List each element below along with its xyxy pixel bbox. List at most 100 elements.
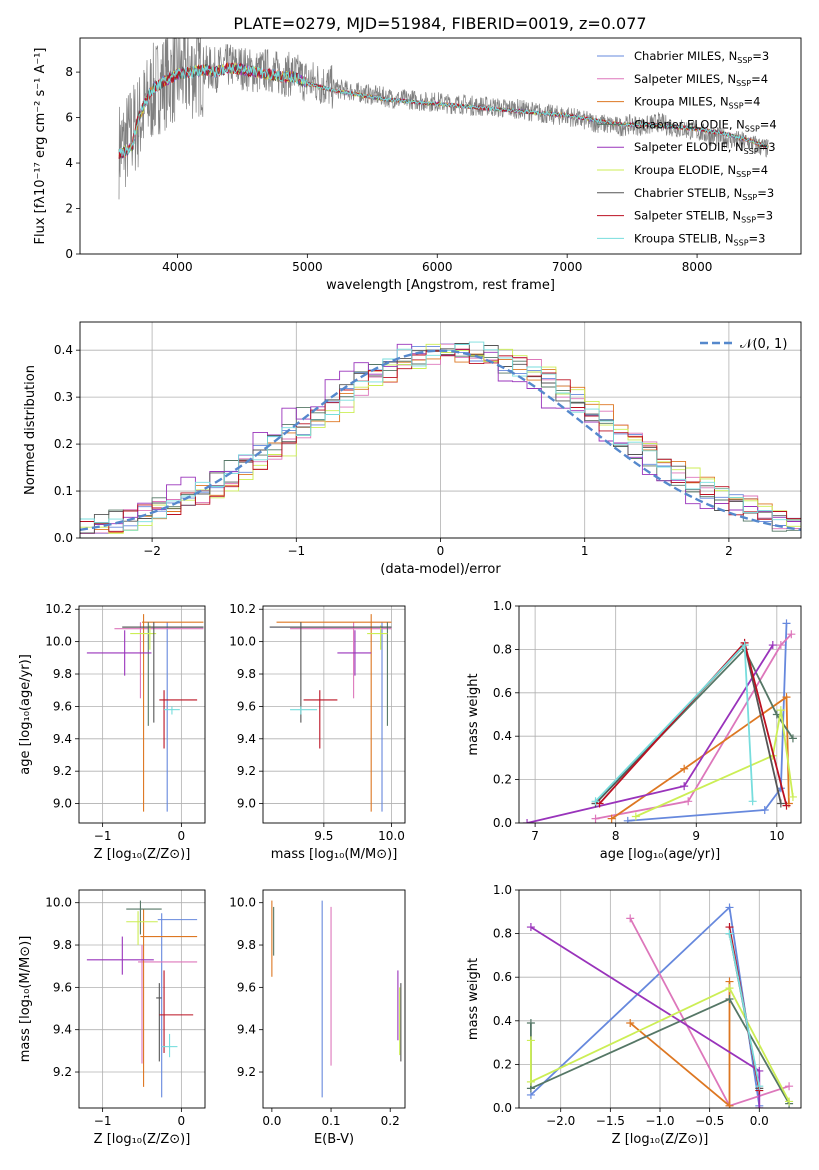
axes-frame [518,605,802,824]
axes-age_vs_mass: 9.5 10.0 9.0 9.2 9.4 9.6 9.8 10.0 10.2 mass [log₁… [229,602,406,862]
legend-label: Salpeter ELODIE, NSSP=3 [634,140,776,156]
axes-frame [78,605,206,824]
weight-marker [776,641,785,650]
figure-title: PLATE=0279, MJD=51984, FIBERID=0019, z=0… [233,14,646,33]
weight-marker [787,630,796,639]
weight-marker [740,641,749,650]
weight-line [530,986,790,1102]
axes-spectrum: 4000 5000 6000 7000 8000 0 2 4 6 8 wavelength [Ang… [33,37,802,293]
weight-marker [788,734,797,743]
weight-marker [776,706,785,715]
y-tick-label: 10.0 [229,635,256,649]
axes-frame [518,889,802,1109]
y-tick-label: 9.8 [53,667,72,681]
x-tick-label: 8000 [682,260,713,274]
x-tick-label: 0.0 [750,1114,769,1128]
y-tick-label: 1.0 [493,599,512,613]
y-tick-label: 4 [65,156,73,170]
legend-label: Salpeter MILES, NSSP=4 [634,72,768,88]
y-tick-label: 10.0 [229,896,256,910]
weight-marker [785,1097,794,1106]
y-tick-label: 0.0 [493,1101,512,1115]
y-tick-label: 10.2 [229,602,256,616]
x-tick-label: 9.5 [314,829,333,843]
y-tick-label: 1.0 [493,883,512,897]
x-tick-label: −0.5 [695,1114,724,1128]
y-axis-label: Flux [fλ10⁻¹⁷ erg cm⁻² s⁻¹ A⁻¹] [33,48,48,245]
y-tick-label: 8 [65,65,73,79]
plot-area-age_vs_mass [269,614,392,812]
weight-marker [523,819,532,823]
x-tick-label: 4000 [162,260,193,274]
y-tick-label: 2 [65,202,73,216]
x-tick-label: 7 [531,829,539,843]
x-tick-label: 0 [178,1114,186,1128]
legend-label: Chabrier MILES, NSSP=3 [634,49,769,65]
x-tick-label: 0.1 [321,1114,340,1128]
plot-area-weight_vs_Z [526,903,794,1108]
legend-label: Chabrier STELIB, NSSP=3 [634,186,774,202]
axes-mass_vs_Z: −1 0 9.2 9.4 9.6 9.8 10.0 Z [log₁₀(Z/Z⊙)] mass [… [18,889,206,1147]
axes-weight_vs_age: 7 8 9 10 0.0 0.2 0.4 0.6 0.8 1.0 age [log₁₀(age/yr… [466,599,802,862]
x-axis-label: Z [log₁₀(Z/Z⊙)] [612,1132,709,1147]
axes-frame [79,321,802,539]
y-tick-label: 9.6 [53,980,72,994]
x-tick-label: 8 [612,829,620,843]
x-tick-label: −1 [94,829,112,843]
x-axis-label: Z [log₁₀(Z/Z⊙)] [94,847,191,862]
y-axis-label: Normed distribution [23,365,38,495]
y-tick-label: 9.6 [237,980,256,994]
weight-marker [760,805,769,814]
weight-marker [755,1082,764,1091]
y-axis-label: mass [log₁₀(M/M⊙)] [18,936,33,1063]
y-tick-label: 0.6 [493,970,512,984]
y-tick-label: 9.2 [53,1065,72,1079]
axes-frame [262,889,406,1109]
axes-frame [79,37,802,255]
weight-line [530,926,761,1108]
weight-marker [768,641,777,650]
x-tick-label: 0.0 [262,1114,281,1128]
y-tick-label: 10.0 [45,635,72,649]
plot-area-age_vs_Z [86,614,204,812]
x-tick-label: 2 [725,544,733,558]
x-tick-label: −2 [143,544,161,558]
y-tick-label: 9.4 [237,1023,256,1037]
x-tick-label: 9 [692,829,700,843]
y-tick-label: 6 [65,111,73,125]
weight-marker [782,801,791,810]
x-tick-label: −2.0 [546,1114,575,1128]
gaussian-reference-curve [80,349,801,531]
legend-label: Kroupa MILES, NSSP=4 [634,95,760,111]
y-tick-label: 0.4 [493,729,512,743]
y-axis-label: mass weight [466,673,481,755]
weight-marker [626,1018,635,1027]
x-tick-label: −1 [94,1114,112,1128]
y-tick-label: 0.1 [54,484,73,498]
x-axis-label: (data-model)/error [380,562,501,577]
weight-marker [684,797,693,806]
weight-marker [785,1082,794,1091]
plot-area-spectrum [118,38,769,200]
weight-marker [526,1018,535,1027]
y-axis-label: mass weight [466,958,481,1040]
weight-marker [725,929,734,938]
y-tick-label: 10.2 [45,602,72,616]
y-tick-label: 9.8 [237,667,256,681]
weight-marker [725,903,734,912]
x-tick-label: 1 [581,544,589,558]
y-tick-label: 0.8 [493,927,512,941]
axes-age_vs_Z: −1 0 9.0 9.2 9.4 9.6 9.8 10.0 10.2 Z [log₁₀(Z/Z⊙)… [18,602,206,862]
y-tick-label: 0.0 [493,816,512,830]
x-tick-label: 6000 [422,260,453,274]
x-tick-label: 7000 [552,260,583,274]
residual-histogram [80,353,801,534]
weight-marker [788,792,797,801]
plot-area-mass_vs_Z [86,900,198,1098]
weight-line [530,905,761,1106]
weight-marker [595,799,604,808]
weight-marker [680,782,689,791]
y-tick-label: 10.0 [45,896,72,910]
y-tick-label: 0.4 [493,1014,512,1028]
